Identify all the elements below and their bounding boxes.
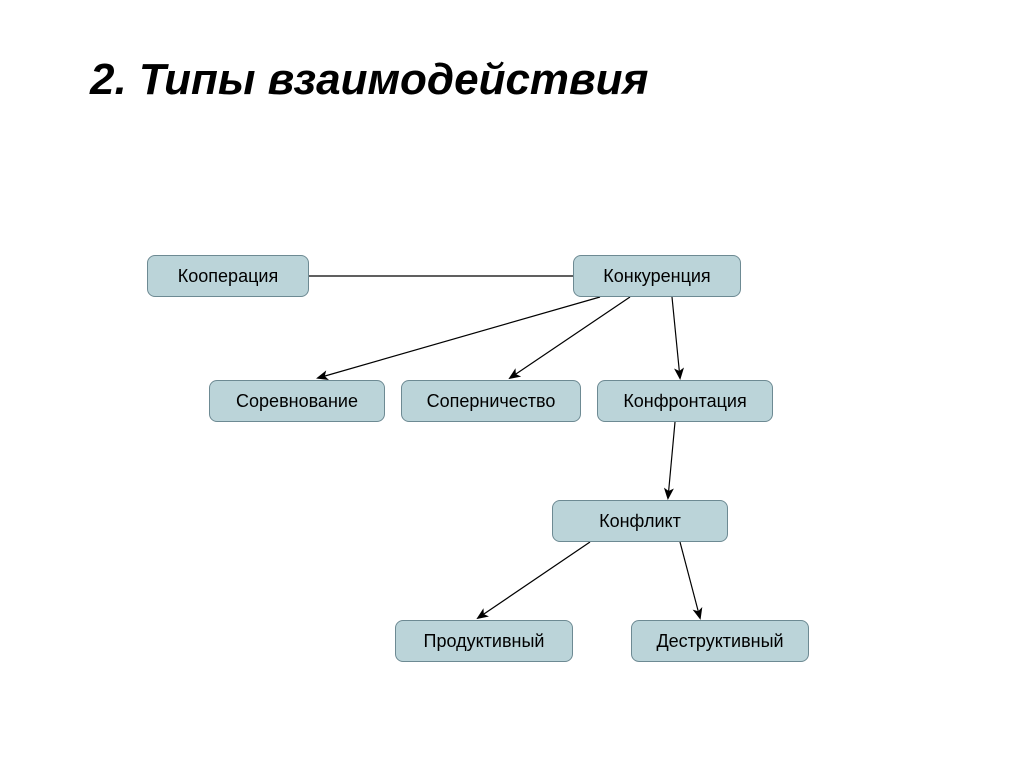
edge-confl-prod — [478, 542, 590, 618]
page-title: 2. Типы взаимодействия — [90, 55, 648, 105]
edge-confl-destr — [680, 542, 700, 618]
node-destr: Деструктивный — [631, 620, 809, 662]
node-compet: Конкуренция — [573, 255, 741, 297]
node-confl: Конфликт — [552, 500, 728, 542]
node-coop: Кооперация — [147, 255, 309, 297]
node-confr: Конфронтация — [597, 380, 773, 422]
edge-confr-confl — [668, 422, 675, 498]
edge-compet-confr — [672, 297, 680, 378]
edge-compet-rival — [510, 297, 630, 378]
node-prod: Продуктивный — [395, 620, 573, 662]
node-rival: Соперничество — [401, 380, 581, 422]
edge-compet-race — [318, 297, 600, 378]
node-race: Соревнование — [209, 380, 385, 422]
